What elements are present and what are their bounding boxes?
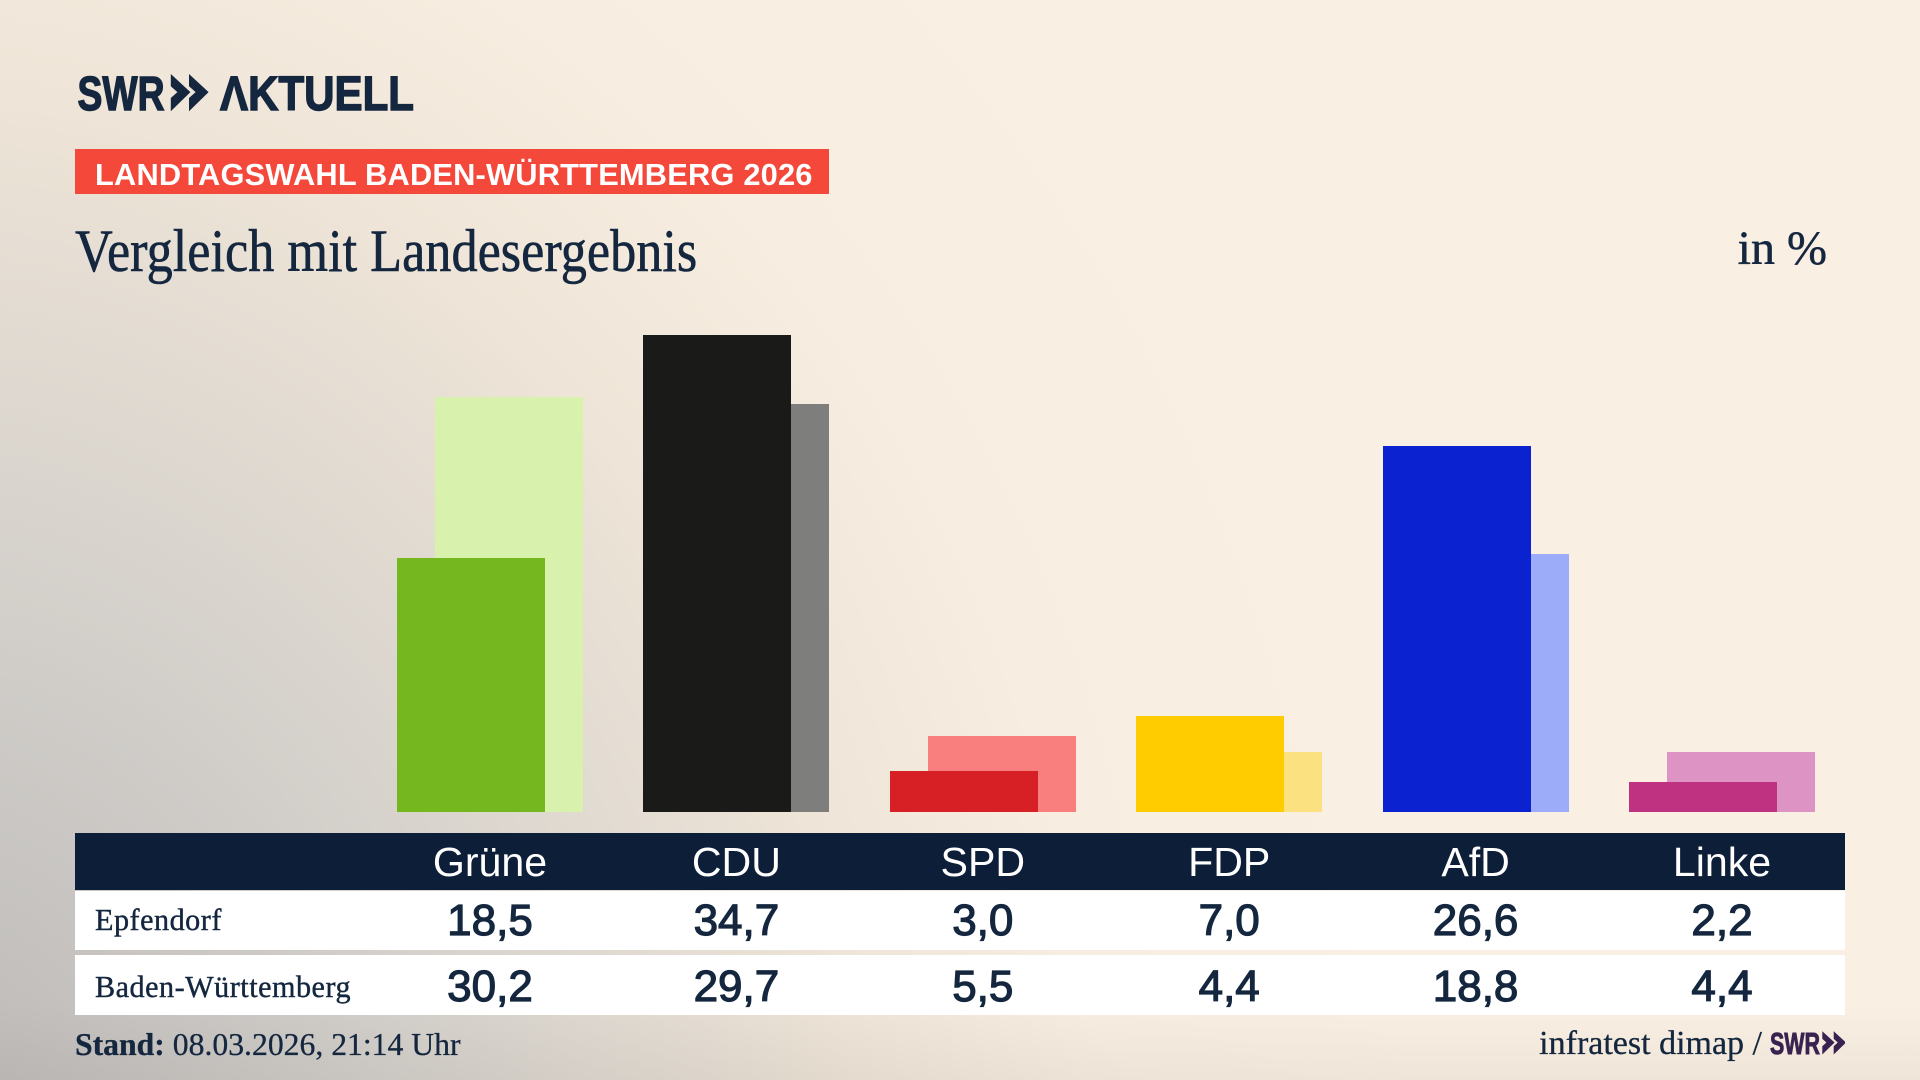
svg-text:SWR: SWR bbox=[1770, 1031, 1820, 1055]
svg-text:SWR: SWR bbox=[78, 73, 165, 113]
svg-text:ΛKTUELL: ΛKTUELL bbox=[220, 73, 414, 113]
